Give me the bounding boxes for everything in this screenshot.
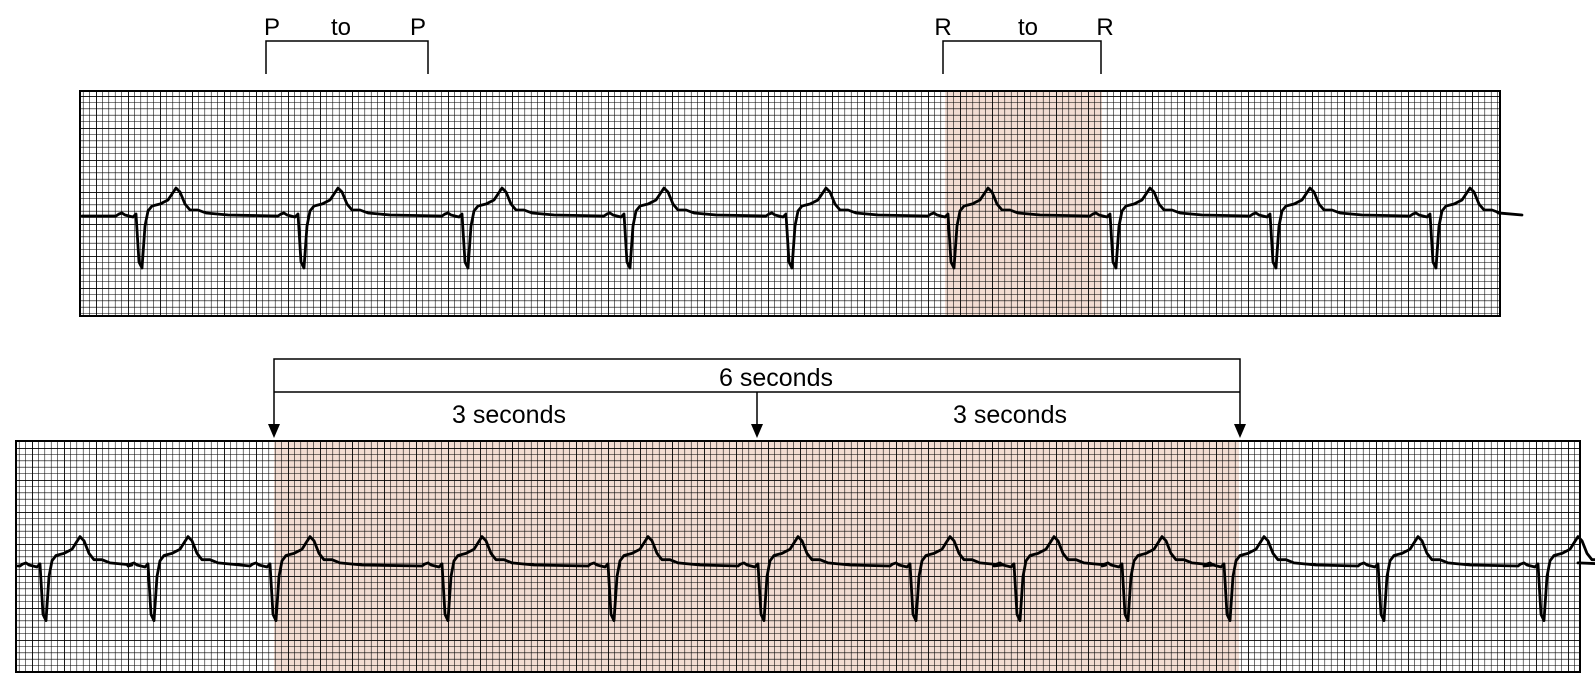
p-to-p-start-label: P: [264, 14, 280, 41]
three-seconds-label-second: 3 seconds: [953, 401, 1067, 429]
bottom-ecg-strip: [15, 440, 1595, 673]
r-to-r-bracket: R to R: [934, 14, 1114, 74]
p-to-p-bracket: P to P: [264, 14, 429, 74]
six-second-bracket: [273, 358, 1241, 435]
p-to-p-middle-label: to: [331, 14, 351, 41]
top-ecg-trace: [80, 186, 1524, 270]
six-seconds-label: 6 seconds: [719, 364, 833, 392]
r-to-r-start-label: R: [934, 14, 951, 41]
bottom-ecg-trace: [16, 535, 1595, 622]
r-to-r-middle-label: to: [1018, 14, 1038, 41]
top-strip-grid: [79, 90, 1501, 317]
timing-brackets: 6 seconds 3 seconds 3 seconds: [268, 358, 1246, 438]
r-to-r-bracket-line: [942, 40, 1102, 74]
top-ecg-strip: [79, 90, 1524, 317]
p-to-p-end-label: P: [410, 14, 426, 41]
arrow-head-start: [268, 424, 280, 438]
arrow-head-end: [1234, 424, 1246, 438]
r-to-r-end-label: R: [1096, 14, 1113, 41]
bottom-strip-grid: [15, 440, 1581, 673]
p-to-p-bracket-line: [265, 40, 429, 74]
arrow-head-middle: [751, 424, 763, 438]
three-seconds-label-first: 3 seconds: [452, 401, 566, 429]
